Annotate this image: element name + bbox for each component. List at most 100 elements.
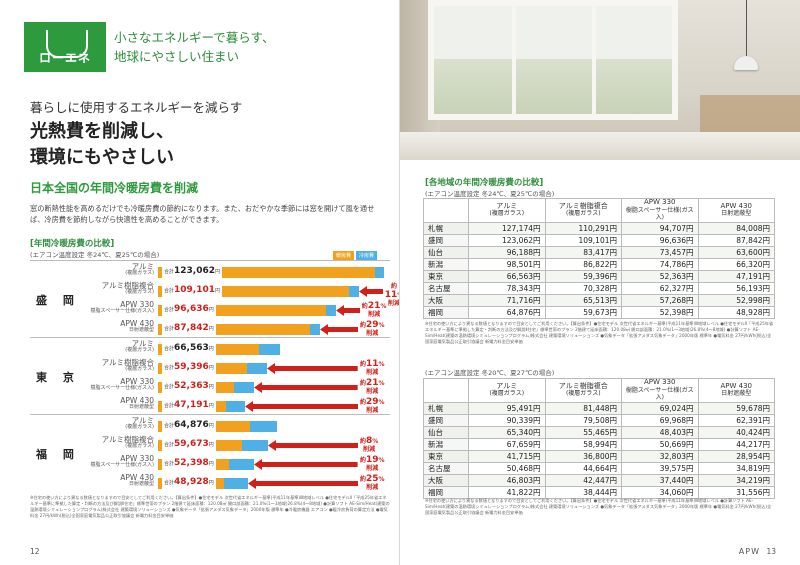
column-header — [423, 198, 469, 223]
stacked-bar — [158, 421, 278, 432]
table-row: 名古屋 50,468円 44,664円 39,575円 34,819円 — [423, 461, 775, 475]
saving-approx: 約 — [360, 476, 367, 483]
total-value: 66,563 — [174, 343, 209, 353]
saving-unit: % — [378, 322, 385, 329]
cost-cell: 109,101円 — [544, 233, 622, 247]
cost-cell: 83,417円 — [544, 245, 622, 259]
saving-percent: 約21% 削減 — [360, 379, 385, 396]
chart-row: APW 330 樹脂スペーサー仕様(ガス入) 合計52,363円 約21% 削減 — [70, 378, 390, 397]
cost-cell: 69,968円 — [621, 413, 699, 427]
column-header: アルミ (複層ガラス) — [468, 378, 546, 403]
cost-cell: 62,327円 — [621, 281, 699, 295]
cost-cell: 28,954円 — [697, 449, 775, 463]
total-unit: 円 — [208, 384, 214, 390]
cost-cell: 86,822円 — [544, 257, 622, 271]
legend-heating: 暖房費 — [332, 251, 354, 260]
row-total: 合計52,398円 — [162, 458, 216, 471]
column-header — [423, 378, 469, 403]
saving-approx: 約 — [360, 380, 367, 387]
saving-unit: % — [378, 457, 385, 464]
saving-value: 19 — [366, 455, 379, 465]
region-cell: 盛岡 — [423, 413, 469, 427]
table1-condition: (エアコン温度設定 冬24℃、夏25℃の場合) — [425, 190, 555, 198]
row-total: 合計48,928円 — [162, 477, 216, 490]
stacked-bar — [158, 344, 281, 355]
total-unit: 円 — [208, 346, 214, 352]
cooling-segment — [247, 363, 268, 374]
region-cell: 名古屋 — [423, 461, 469, 475]
total-value: 109,101 — [174, 285, 216, 295]
table-row: 札幌 95,491円 81,448円 69,024円 59,678円 — [423, 401, 775, 415]
saving-label: 削減 — [368, 311, 381, 318]
table1-cost-comparison: アルミ (複層ガラス) アルミ樹脂複合 (複層ガラス) APW 330 樹脂スペーサー仕様… — [423, 198, 775, 319]
column-header-sub: (複層ガラス) — [489, 210, 525, 218]
saving-label: 削減 — [363, 446, 376, 453]
total-unit: 円 — [215, 269, 221, 275]
cost-cell: 50,468円 — [468, 461, 546, 475]
saving-approx: 約 — [360, 361, 367, 368]
chart-row: APW 330 樹脂スペーサー仕様(ガス入) 合計52,398円 約19% 削減 — [70, 455, 390, 474]
table-row: 福岡 41,822円 38,444円 34,060円 31,556円 — [423, 485, 775, 499]
total-value: 59,396 — [174, 362, 209, 372]
saving-approx: 約 — [391, 283, 398, 290]
footer-brand: APW — [738, 547, 760, 556]
row-label: アルミ樹脂複合 (複層ガラス) — [70, 282, 154, 296]
row-label-name: アルミ樹脂複合 — [101, 358, 154, 367]
chart-notes: ※住宅の使い方により異なる数値となりますので目安としてご利用ください。【算出条件… — [30, 495, 390, 518]
table-row: 東京 41,715円 36,800円 32,803円 28,954円 — [423, 449, 775, 463]
row-label-sub: (複層ガラス) — [125, 347, 154, 353]
saving-unit: % — [380, 303, 387, 310]
saving-value: 21 — [367, 301, 381, 311]
row-label: アルミ樹脂複合 (複層ガラス) — [70, 436, 154, 450]
total-value: 59,673 — [174, 439, 209, 449]
row-label: APW 430 日射遮蔽型 — [70, 320, 154, 334]
cost-cell: 123,062円 — [468, 233, 546, 247]
cost-cell: 74,786円 — [621, 257, 699, 271]
chart-row: APW 430 日射遮蔽型 合計47,191円 約29% 削減 — [70, 397, 390, 416]
saving-value: 25 — [366, 474, 379, 484]
photo-window — [428, 0, 678, 120]
table-row: 名古屋 78,343円 70,328円 62,327円 56,193円 — [423, 281, 775, 295]
saving-value: 11 — [384, 290, 398, 300]
total-unit: 円 — [208, 326, 214, 332]
slogan-line-1: 小さなエネルギーで暮らす、 — [114, 30, 275, 45]
cooling-segment — [375, 267, 385, 278]
column-header-sub: (複層ガラス) — [565, 210, 601, 218]
table-header-row: アルミ (複層ガラス) アルミ樹脂複合 (複層ガラス) APW 330 樹脂スペーサー仕様… — [423, 198, 775, 223]
cost-cell: 55,465円 — [544, 425, 622, 439]
table-row: 大阪 71,716円 65,513円 57,268円 52,998円 — [423, 293, 775, 307]
row-label: アルミ (複層ガラス) — [70, 263, 154, 277]
table2-cost-comparison: アルミ (複層ガラス) アルミ樹脂複合 (複層ガラス) APW 330 樹脂スペーサー仕様… — [423, 378, 775, 499]
row-label-name: アルミ — [131, 339, 154, 348]
window-mullion — [592, 6, 596, 114]
row-label-sub: (複層ガラス) — [125, 366, 154, 372]
saving-value: 29 — [366, 320, 379, 330]
cost-cell: 62,391円 — [697, 413, 775, 427]
cost-cell: 70,328円 — [544, 281, 622, 295]
saving-percent: 約8% 削減 — [360, 437, 378, 454]
cooling-segment — [326, 305, 336, 316]
column-header: APW 430 日射遮蔽型 — [697, 378, 775, 403]
row-label: アルミ (複層ガラス) — [70, 340, 154, 354]
row-label: APW 430 日射遮蔽型 — [70, 474, 154, 488]
interior-photo — [400, 0, 800, 160]
table2-notes: ※住宅の使い方により異なる数値となりますので目安としてご利用ください。【算出条件… — [425, 498, 772, 515]
row-label-sub: 樹脂スペーサー仕様(ガス入) — [90, 385, 154, 391]
cooling-segment — [309, 324, 320, 335]
chart-row: アルミ (複層ガラス) 合計123,062円 — [70, 263, 390, 282]
cooling-segment — [349, 286, 359, 297]
cost-cell: 59,678円 — [697, 401, 775, 415]
cost-cell: 67,659円 — [468, 437, 546, 451]
cost-cell: 95,491円 — [468, 401, 546, 415]
saving-label: 削減 — [366, 484, 379, 491]
total-unit: 円 — [215, 288, 221, 294]
column-header-sub: 日射遮蔽型 — [721, 210, 752, 218]
region-cell: 福岡 — [423, 305, 469, 319]
cost-cell: 73,457円 — [621, 245, 699, 259]
total-prefix: 合計 — [164, 365, 175, 371]
pendant-lamp-icon — [734, 56, 758, 70]
cost-cell: 42,447円 — [544, 473, 622, 487]
saving-unit: % — [378, 399, 385, 406]
total-prefix: 合計 — [164, 423, 175, 429]
